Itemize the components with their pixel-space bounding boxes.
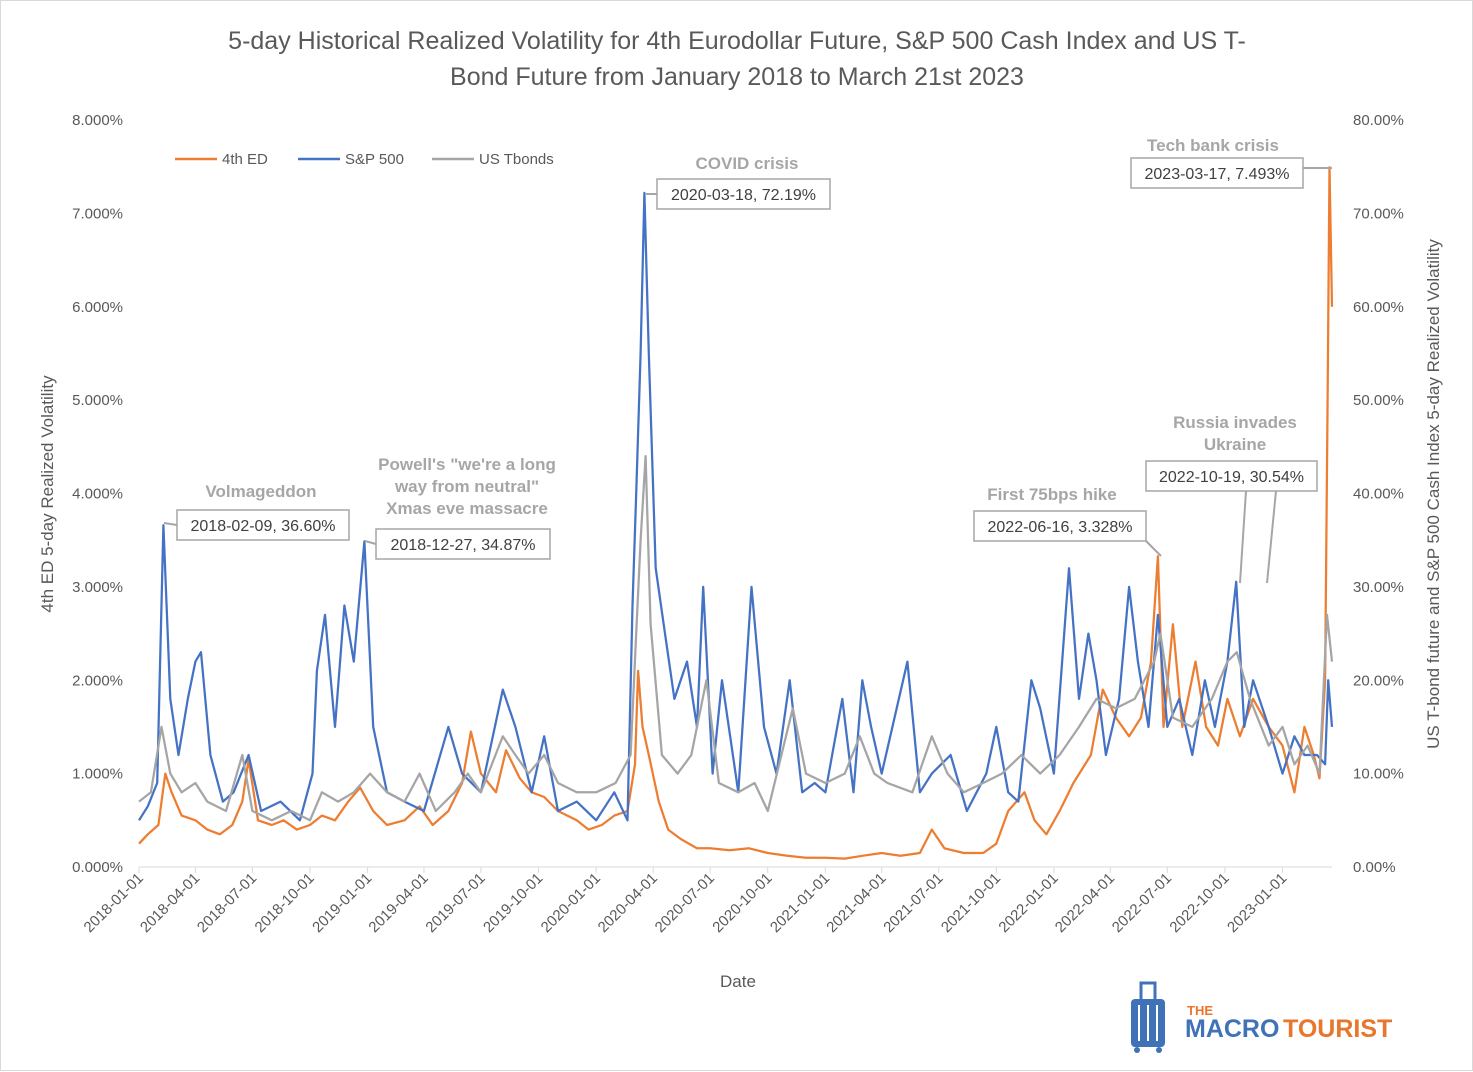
y-axis-right: 0.00% 10.00% 20.00% 30.00% 40.00% 50.00% 60.00… [1353,112,1404,876]
suitcase-icon [1131,981,1165,1053]
annotation-label: 2018-12-27, 34.87% [391,537,536,554]
x-tick-label: 2018-10-01 [252,870,318,936]
annotation-box [1145,460,1318,492]
y-left-tick-label: 4.000% [72,486,123,503]
x-tick-label: 2019-10-01 [480,870,546,936]
legend-label: US Tbonds [479,151,554,168]
y-right-tick-label: 60.00% [1353,299,1404,316]
annotation-2: 2020-03-18, 72.19% COVID crisis [646,154,831,210]
x-tick-label: 2019-04-01 [365,870,431,936]
annotation-box [375,528,551,560]
annotation-0: 2018-02-09, 36.60% Volmageddon [163,482,350,541]
legend: 4th ED S&P 500 US Tbonds [175,151,554,168]
y-left-tick-label: 0.000% [72,859,123,876]
y-right-tick-label: 20.00% [1353,672,1404,689]
annotation-leader [364,540,377,545]
x-tick-label: 2022-07-01 [1109,870,1175,936]
y-axis-left-title: 4th ED 5-day Realized Volatility [38,375,57,613]
x-tick-label: 2020-04-01 [595,870,661,936]
annotation-title: Volmageddon [205,482,316,501]
annotation-box [656,178,831,210]
annotation-title: Tech bank crisis [1147,136,1279,155]
x-tick-label: 2018-04-01 [137,870,203,936]
y-right-tick-label: 40.00% [1353,486,1404,503]
x-tick-label: 2022-01-01 [995,870,1061,936]
series-line-1 [138,191,1334,822]
x-tick-label: 2023-01-01 [1224,870,1290,936]
annotations: 2018-02-09, 36.60% Volmageddon 2018-12-27,… [163,136,1332,584]
y-left-tick-label: 5.000% [72,392,123,409]
annotation-box [973,510,1147,542]
x-tick-label: 2021-04-01 [823,870,889,936]
x-tick-label: 2021-07-01 [880,870,946,936]
x-tick-label: 2020-10-01 [709,870,775,936]
annotation-title: COVID crisis [696,154,799,173]
annotation-title: Xmas eve massacre [386,499,548,518]
annotation-5: 2023-03-17, 7.493% Tech bank crisis [1130,136,1332,189]
x-axis-title: Date [720,972,756,991]
annotation-4: 2022-10-19, 30.54% Russia invades Ukraine [1145,413,1318,584]
legend-label: 4th ED [222,151,268,168]
x-tick-label: 2018-07-01 [194,870,260,936]
x-axis: 2018-01-012018-04-012018-07-012018-10-01… [81,866,1332,936]
logo-tourist: TOURIST [1283,1015,1392,1043]
logo-macro: MACRO [1185,1015,1279,1043]
annotation-3: 2022-06-16, 3.328% First 75bps hike [973,485,1162,557]
y-right-tick-label: 10.00% [1353,766,1404,783]
annotation-title: First 75bps hike [987,485,1116,504]
x-tick-label: 2019-07-01 [422,870,488,936]
y-right-tick-label: 70.00% [1353,205,1404,222]
annotation-label: 2018-02-09, 36.60% [191,518,336,535]
annotation-box [1130,157,1304,189]
annotation-leader [163,522,178,526]
y-right-tick-label: 0.00% [1353,859,1396,876]
x-tick-label: 2021-10-01 [938,870,1004,936]
x-tick-label: 2022-04-01 [1052,870,1118,936]
x-tick-label: 2018-01-01 [81,870,147,936]
annotation-label: 2020-03-18, 72.19% [671,187,816,204]
logo-the: THE [1187,1003,1213,1018]
y-right-tick-label: 80.00% [1353,112,1404,129]
annotation-title: Ukraine [1204,435,1266,454]
macro-tourist-logo: THE MACRO TOURIST [1131,981,1392,1053]
chart-title-line2: Bond Future from January 2018 to March 2… [450,63,1024,91]
series-layer [138,166,1334,860]
x-tick-label: 2020-07-01 [652,870,718,936]
x-tick-label: 2021-01-01 [767,870,833,936]
annotation-title: Russia invades [1173,413,1297,432]
x-tick-label: 2020-01-01 [538,870,604,936]
y-axis-left: 0.000% 1.000% 2.000% 3.000% 4.000% 5.000% 6.00… [72,112,123,876]
y-left-tick-label: 8.000% [72,112,123,129]
y-left-tick-label: 1.000% [72,766,123,783]
annotation-leader [1239,490,1247,584]
annotation-box [176,509,350,541]
annotation-leader [1266,490,1277,584]
legend-label: S&P 500 [345,151,404,168]
y-axis-right-title: US T-bond future and S&P 500 Cash Index … [1424,239,1443,749]
y-left-tick-label: 3.000% [72,579,123,596]
annotation-label: 2022-06-16, 3.328% [988,519,1133,536]
y-left-tick-label: 2.000% [72,672,123,689]
annotation-title: way from neutral" [394,477,539,496]
y-right-tick-label: 50.00% [1353,392,1404,409]
annotation-label: 2023-03-17, 7.493% [1145,166,1290,183]
y-left-tick-label: 7.000% [72,205,123,222]
chart-title-line1: 5-day Historical Realized Volatility for… [228,27,1246,55]
series-line-2 [138,454,1334,822]
x-tick-label: 2019-01-01 [309,870,375,936]
annotation-leader [1145,540,1162,557]
annotation-1: 2018-12-27, 34.87% Powell's "we're a long… [364,455,556,560]
annotation-title: Powell's "we're a long [378,455,556,474]
x-tick-label: 2022-10-01 [1166,870,1232,936]
y-right-tick-label: 30.00% [1353,579,1404,596]
y-left-tick-label: 6.000% [72,299,123,316]
annotation-label: 2022-10-19, 30.54% [1159,469,1304,486]
